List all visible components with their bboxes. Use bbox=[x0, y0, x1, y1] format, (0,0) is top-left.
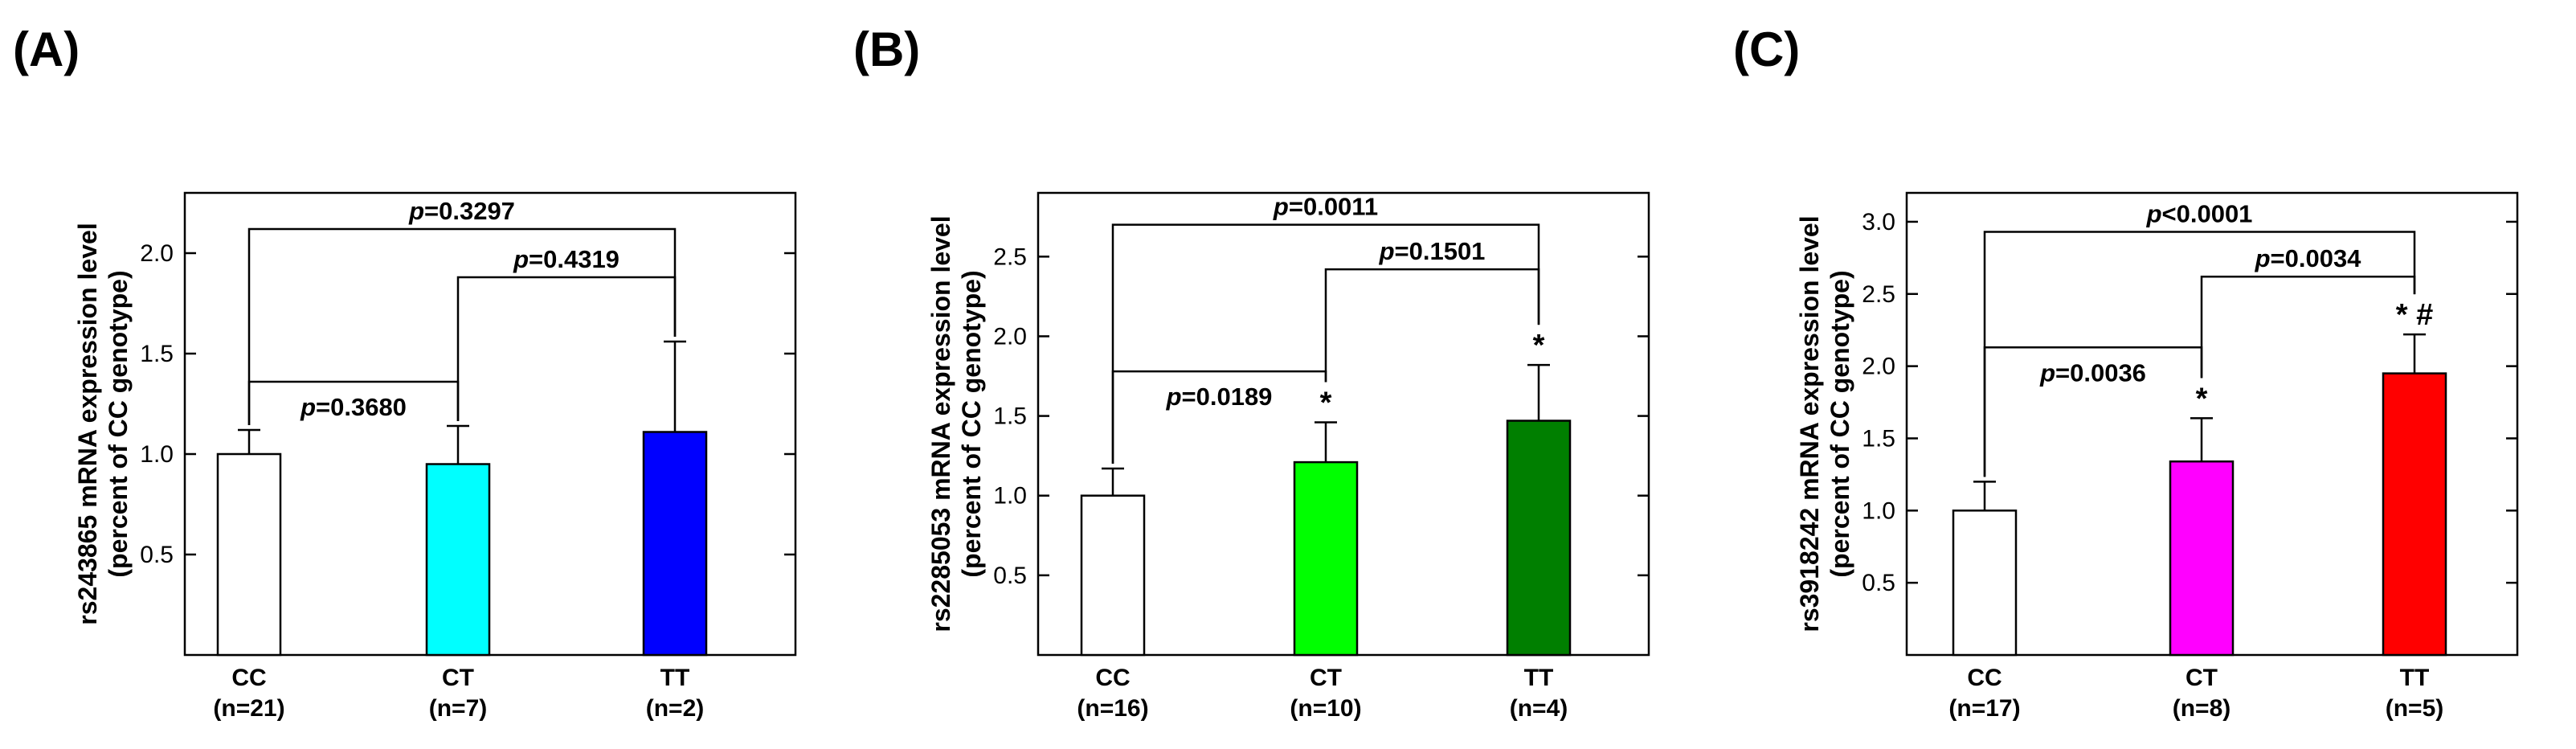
y-axis-label: rs2285053 mRNA expression level bbox=[926, 215, 955, 632]
y-tick-label: 2.0 bbox=[1862, 354, 1895, 380]
x-category-count: (n=7) bbox=[429, 695, 488, 722]
comparison-bracket bbox=[247, 380, 460, 425]
x-category-count: (n=5) bbox=[2386, 695, 2444, 722]
x-category-label: CT bbox=[442, 665, 474, 691]
y-tick-label: 1.5 bbox=[993, 403, 1027, 430]
bar-tt bbox=[1506, 420, 1572, 657]
x-category-label: TT bbox=[2400, 665, 2430, 691]
x-category-label: CC bbox=[1095, 665, 1130, 691]
y-tick-label: 2.5 bbox=[993, 244, 1027, 270]
x-category-count: (n=17) bbox=[1948, 695, 2020, 722]
x-category-count: (n=21) bbox=[213, 695, 284, 722]
bar-cc bbox=[1080, 494, 1146, 657]
significance-mark: * # bbox=[2396, 298, 2433, 332]
bar-ct bbox=[2169, 460, 2235, 657]
significance-mark: * bbox=[1533, 329, 1545, 362]
y-tick-label: 1.5 bbox=[1862, 425, 1895, 452]
x-category-label: TT bbox=[1524, 665, 1554, 691]
p-value-label: p=0.3680 bbox=[300, 393, 407, 421]
panel-label: (B) bbox=[853, 23, 920, 76]
bar-tt bbox=[642, 431, 708, 657]
y-tick-label: 0.5 bbox=[140, 542, 174, 568]
y-tick-label: 1.5 bbox=[140, 341, 174, 367]
bar-ct bbox=[1293, 460, 1359, 657]
x-category-label: TT bbox=[660, 665, 690, 691]
p-value-label: p=0.0011 bbox=[1273, 193, 1378, 221]
comparison-bracket bbox=[456, 276, 677, 421]
panel-label: (C) bbox=[1733, 23, 1800, 76]
chart-panel-2: (C) 0.5 1.0 1.5 2.0 2.5 3.0 rs3918242 mRNA expr… bbox=[1733, 23, 2519, 722]
y-axis-label-line2: (percent of CC genotype) bbox=[957, 270, 986, 577]
comparison-bracket bbox=[1324, 268, 1540, 383]
bar-tt bbox=[2382, 372, 2447, 657]
chart-panel-0: (A) 0.5 1.0 1.5 2.0 rs243865 mRNA expression … bbox=[13, 23, 797, 722]
p-value-label: p=0.4319 bbox=[513, 245, 619, 273]
comparison-bracket bbox=[1111, 370, 1327, 465]
comparison-bracket bbox=[2200, 275, 2416, 379]
x-category-count: (n=2) bbox=[646, 695, 705, 722]
y-axis-label: rs3918242 mRNA expression level bbox=[1795, 215, 1824, 632]
y-tick-label: 2.5 bbox=[1862, 281, 1895, 308]
comparison-bracket bbox=[1983, 346, 2203, 477]
panel-label: (A) bbox=[13, 23, 80, 76]
y-tick-label: 3.0 bbox=[1862, 209, 1895, 235]
y-tick-label: 2.0 bbox=[140, 240, 174, 267]
y-tick-label: 1.0 bbox=[993, 483, 1027, 510]
bar-cc bbox=[1952, 510, 2018, 657]
y-tick-label: 0.5 bbox=[993, 563, 1027, 589]
x-category-count: (n=8) bbox=[2173, 695, 2231, 722]
y-tick-label: 0.5 bbox=[1862, 570, 1895, 596]
x-category-count: (n=16) bbox=[1077, 695, 1148, 722]
significance-mark: * bbox=[1320, 387, 1332, 420]
x-category-label: CC bbox=[231, 665, 266, 691]
p-value-label: p=0.0189 bbox=[1166, 383, 1273, 411]
p-value-label: p=0.1501 bbox=[1379, 237, 1486, 265]
y-tick-label: 1.0 bbox=[1862, 497, 1895, 524]
x-category-count: (n=4) bbox=[1510, 695, 1568, 722]
p-value-label: p=0.3297 bbox=[408, 197, 515, 225]
p-value-label: p=0.0034 bbox=[2255, 244, 2362, 272]
x-category-label: CC bbox=[1967, 665, 2002, 691]
x-category-count: (n=10) bbox=[1290, 695, 1361, 722]
bar-ct bbox=[425, 463, 491, 657]
p-value-label: p=0.0036 bbox=[2039, 358, 2146, 387]
significance-mark: * bbox=[2196, 382, 2208, 415]
y-axis-label: rs243865 mRNA expression level bbox=[73, 223, 102, 624]
y-tick-label: 2.0 bbox=[993, 323, 1027, 350]
x-category-label: CT bbox=[2186, 665, 2218, 691]
y-tick-label: 1.0 bbox=[140, 441, 174, 468]
bar-cc bbox=[216, 452, 282, 657]
y-axis-label-line2: (percent of CC genotype) bbox=[1826, 270, 1854, 577]
x-category-label: CT bbox=[1310, 665, 1342, 691]
y-axis-label-line2: (percent of CC genotype) bbox=[104, 270, 133, 577]
chart-panel-1: (B) 0.5 1.0 1.5 2.0 2.5 rs2285053 mRNA express… bbox=[853, 23, 1650, 722]
p-value-label: p<0.0001 bbox=[2146, 200, 2253, 228]
